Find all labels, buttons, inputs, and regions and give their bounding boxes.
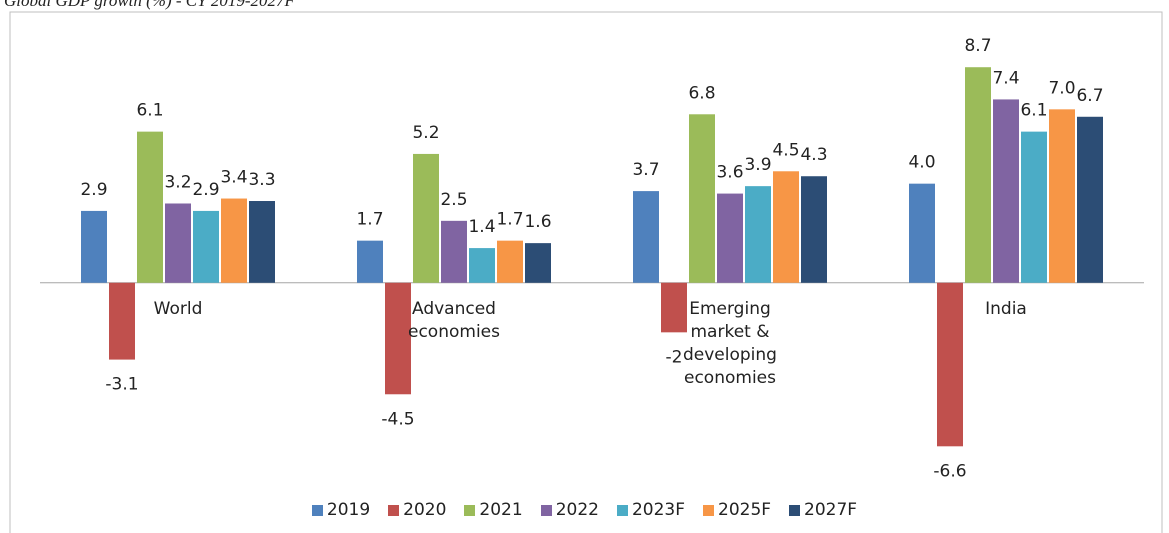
legend-item: 2023F bbox=[616, 500, 685, 520]
value-label: 1.7 bbox=[356, 210, 383, 230]
legend-item: 2022 bbox=[540, 500, 599, 520]
value-label: 3.6 bbox=[716, 163, 743, 183]
value-label: 3.3 bbox=[248, 170, 275, 190]
value-label: 2.5 bbox=[440, 190, 467, 210]
legend-label: 2021 bbox=[479, 500, 523, 520]
bar bbox=[801, 176, 827, 283]
legend: 2019 2020 2021 2022 2023F 2025F 2027F bbox=[0, 500, 1169, 520]
bar bbox=[717, 193, 743, 283]
legend-swatch bbox=[388, 504, 400, 516]
bar bbox=[165, 203, 191, 283]
bar bbox=[937, 282, 963, 447]
bar bbox=[1049, 109, 1075, 283]
bar bbox=[965, 67, 991, 283]
value-label: 3.4 bbox=[220, 168, 247, 188]
legend-item: 2027F bbox=[789, 500, 857, 520]
value-label: 1.7 bbox=[496, 210, 523, 230]
legend-label: 2027F bbox=[804, 500, 858, 520]
value-label: 3.7 bbox=[632, 160, 659, 180]
value-label: 2.9 bbox=[192, 180, 219, 200]
value-label: 7.0 bbox=[1048, 78, 1075, 98]
value-label: 3.2 bbox=[164, 172, 191, 192]
value-label: 6.8 bbox=[688, 83, 715, 103]
bar bbox=[249, 201, 275, 283]
bar bbox=[773, 171, 799, 283]
legend-swatch bbox=[703, 504, 714, 516]
bar bbox=[1021, 131, 1047, 283]
bar bbox=[633, 191, 659, 283]
category-label: World bbox=[153, 298, 203, 319]
bar bbox=[385, 282, 411, 395]
bar bbox=[413, 153, 439, 283]
legend-label: 2019 bbox=[326, 500, 371, 520]
bar bbox=[137, 131, 163, 283]
bar bbox=[745, 186, 771, 283]
legend-label: 2020 bbox=[403, 500, 447, 520]
legend-label: 2025F bbox=[718, 500, 772, 520]
value-label: 3.9 bbox=[744, 155, 771, 175]
bar bbox=[193, 210, 219, 283]
bar bbox=[1077, 116, 1103, 283]
bar bbox=[909, 183, 935, 283]
value-label: 6.7 bbox=[1076, 86, 1103, 106]
legend-swatch bbox=[540, 504, 552, 516]
value-label: 6.1 bbox=[1020, 101, 1047, 121]
legend-item: 2021 bbox=[464, 500, 523, 520]
legend-swatch bbox=[616, 504, 628, 516]
value-label: 5.2 bbox=[412, 123, 439, 143]
legend-item: 2020 bbox=[388, 500, 446, 520]
bar bbox=[525, 243, 551, 283]
bar bbox=[993, 99, 1019, 283]
value-label: 2.9 bbox=[80, 180, 107, 200]
category-label: India bbox=[985, 298, 1027, 319]
value-label: 1.6 bbox=[524, 212, 551, 232]
value-label: -3.1 bbox=[105, 375, 138, 395]
value-label: -4.5 bbox=[381, 409, 414, 429]
value-label: 4.3 bbox=[800, 145, 827, 165]
bar bbox=[497, 240, 523, 283]
bar bbox=[441, 220, 467, 283]
legend-item: 2025F bbox=[703, 500, 771, 520]
legend-swatch bbox=[464, 504, 476, 516]
value-label: 8.7 bbox=[964, 36, 991, 56]
category-label: Emerging market & developing economies bbox=[683, 298, 777, 388]
bar bbox=[689, 114, 715, 283]
value-label: 1.4 bbox=[468, 217, 495, 237]
legend-label: 2023F bbox=[631, 500, 685, 520]
bar bbox=[81, 210, 107, 283]
category-label: Advanced economies bbox=[408, 298, 500, 342]
chart-title: Global GDP growth (%) - CY 2019-2027F bbox=[4, 0, 295, 10]
legend-label: 2022 bbox=[555, 500, 599, 520]
bar bbox=[357, 240, 383, 283]
value-label: 7.4 bbox=[992, 68, 1019, 88]
legend-swatch bbox=[789, 504, 801, 516]
value-label: -6.6 bbox=[933, 461, 966, 481]
value-label: 4.0 bbox=[908, 153, 935, 173]
value-label: 4.5 bbox=[772, 140, 799, 160]
legend-item: 2019 bbox=[311, 500, 371, 520]
value-label: -2 bbox=[666, 347, 683, 367]
legend-swatch bbox=[311, 504, 323, 516]
chart-frame bbox=[9, 11, 1163, 533]
bar bbox=[661, 282, 687, 333]
bar bbox=[469, 248, 495, 283]
bar bbox=[221, 198, 247, 283]
value-label: 6.1 bbox=[136, 101, 163, 121]
bar bbox=[109, 282, 135, 360]
